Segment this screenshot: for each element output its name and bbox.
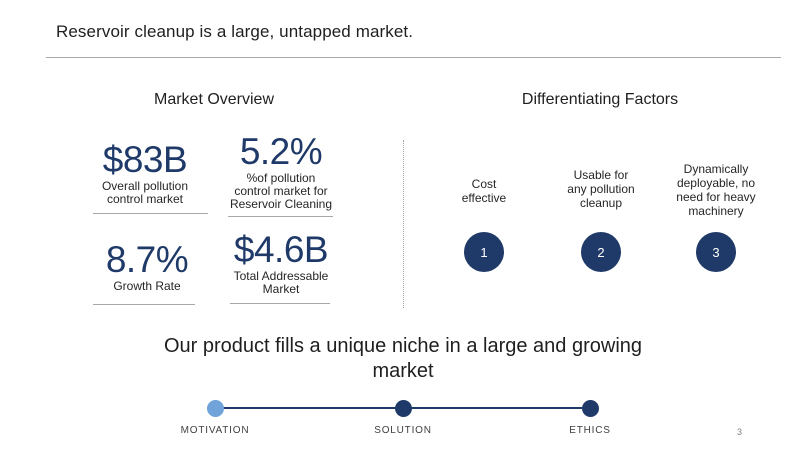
factor-text-line: Usable for <box>573 168 629 182</box>
stat-tam: $4.6B Total Addressable Market <box>222 230 340 296</box>
tagline: Our product fills a unique niche in a la… <box>120 334 686 384</box>
tagline-line: market <box>372 360 434 382</box>
stat-value: $83B <box>102 139 188 180</box>
factor-text-line: any pollution <box>567 182 635 196</box>
tagline-line: Our product fills a unique niche in a la… <box>163 335 643 357</box>
stat-underline <box>93 213 208 214</box>
stat-value: $4.6B <box>233 229 329 270</box>
market-overview-heading: Market Overview <box>153 91 275 108</box>
stat-label-line: Reservoir Cleaning <box>229 197 333 211</box>
stat-underline <box>93 304 195 305</box>
timeline-label-ethics[interactable]: ETHICS <box>569 425 611 436</box>
stat-label-line: Total Addressable <box>233 269 329 283</box>
stat-reservoir-share: 5.2% %of pollution control market for Re… <box>222 132 340 211</box>
title-divider <box>46 57 781 58</box>
differentiating-factors-heading: Differentiating Factors <box>521 91 679 108</box>
timeline-label-motivation[interactable]: MOTIVATION <box>180 425 250 436</box>
stat-label-line: Growth Rate <box>113 279 181 293</box>
factor-text-line: Dynamically <box>683 162 749 176</box>
factor-text-line: deployable, no <box>676 176 756 190</box>
timeline-label-solution[interactable]: SOLUTION <box>374 425 432 436</box>
factor-text-line: effective <box>461 191 507 205</box>
stat-label-line: Overall pollution <box>101 179 189 193</box>
section-divider <box>403 140 404 308</box>
stat-underline <box>228 216 333 217</box>
stat-label-line: control market <box>106 192 184 206</box>
timeline-dot-solution[interactable] <box>395 400 412 417</box>
stat-label-line: %of pollution <box>246 171 316 185</box>
stat-growth-rate: 8.7% Growth Rate <box>92 240 202 293</box>
stat-value: 8.7% <box>105 239 189 280</box>
factor-text-deployable: Dynamically deployable, no need for heav… <box>666 162 766 218</box>
slide-title: Reservoir cleanup is a large, untapped m… <box>56 22 414 41</box>
stat-label-line: control market for <box>234 184 328 198</box>
factor-text-line: cleanup <box>579 196 623 210</box>
factor-number-2: 2 <box>581 232 621 272</box>
page-number: 3 <box>737 427 743 437</box>
stat-label-line: Market <box>262 282 300 296</box>
factor-text-line: Cost <box>471 177 497 191</box>
stat-overall-market: $83B Overall pollution control market <box>90 140 200 206</box>
factor-text-line: need for heavy <box>676 190 756 204</box>
factor-number-1: 1 <box>464 232 504 272</box>
factor-text-usable: Usable for any pollution cleanup <box>556 168 646 210</box>
factor-number-3: 3 <box>696 232 736 272</box>
timeline-dot-ethics[interactable] <box>582 400 599 417</box>
factor-text-cost: Cost effective <box>444 177 524 205</box>
timeline-dot-motivation[interactable] <box>207 400 224 417</box>
factor-text-line: machinery <box>688 204 744 218</box>
stat-underline <box>230 303 330 304</box>
stat-value: 5.2% <box>239 131 323 172</box>
